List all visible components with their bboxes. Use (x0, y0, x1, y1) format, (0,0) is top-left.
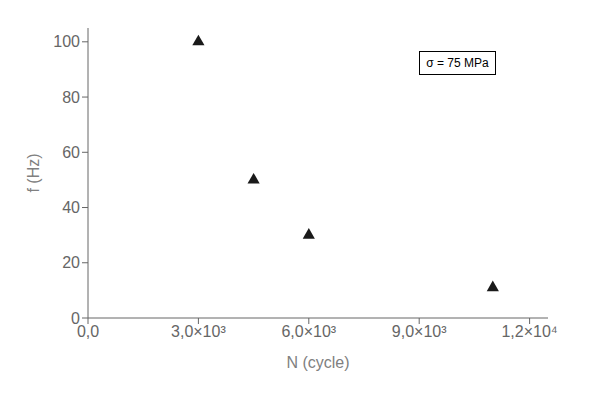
svg-text:3,0×10³: 3,0×10³ (171, 323, 226, 340)
svg-text:1,2×10⁴: 1,2×10⁴ (501, 323, 557, 340)
svg-text:f (Hz): f (Hz) (25, 153, 42, 192)
svg-text:80: 80 (62, 89, 80, 106)
html-text:σ = 75 MPa: σ = 75 MPa (426, 55, 489, 70)
svg-text:60: 60 (62, 144, 80, 161)
svg-text:100: 100 (53, 33, 80, 50)
svg-text:9,0×10³: 9,0×10³ (392, 323, 447, 340)
svg-text:6,0×10³: 6,0×10³ (281, 323, 336, 340)
svg-text:N (cycle): N (cycle) (286, 354, 349, 371)
svg-text:20: 20 (62, 254, 80, 271)
svg-text:0,0: 0,0 (77, 323, 99, 340)
svg-text:0: 0 (71, 310, 80, 327)
svg-text:40: 40 (62, 199, 80, 216)
